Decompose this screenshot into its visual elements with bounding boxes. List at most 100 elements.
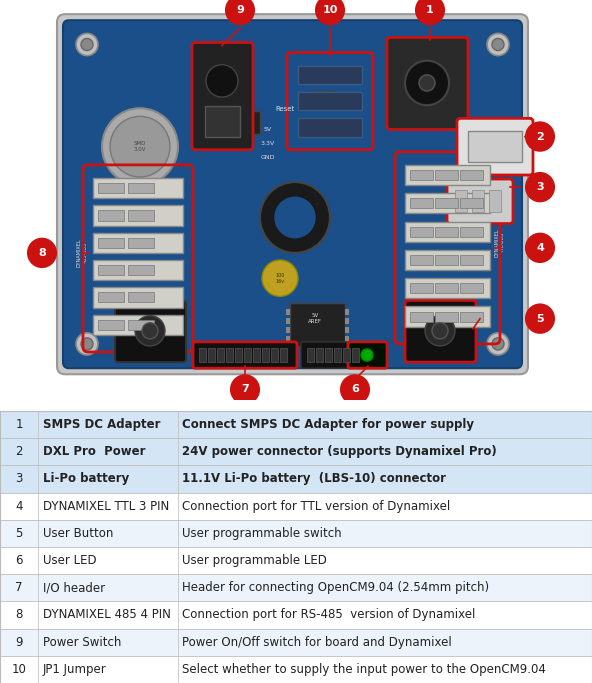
Bar (298, 118, 362, 137)
Circle shape (76, 333, 98, 355)
Bar (208, 348, 215, 362)
Bar (253, 348, 260, 362)
Text: 7: 7 (15, 581, 23, 594)
Bar (460, 255, 483, 265)
Text: User programmable LED: User programmable LED (182, 554, 327, 567)
Bar (262, 348, 269, 362)
Circle shape (231, 375, 259, 404)
Bar (405, 250, 490, 270)
Text: 24V power connector (supports Dynamixel Pro): 24V power connector (supports Dynamixel … (182, 445, 497, 458)
Text: User programmable switch: User programmable switch (182, 527, 342, 540)
Text: 5V
AREF: 5V AREF (308, 313, 322, 324)
Bar (345, 309, 349, 315)
Bar (98, 265, 124, 275)
Text: Header for connecting OpenCM9.04 (2.54mm pitch): Header for connecting OpenCM9.04 (2.54mm… (182, 581, 489, 594)
Text: DXL Pro  Power: DXL Pro Power (43, 445, 145, 458)
Bar (290, 303, 345, 346)
Bar (93, 315, 183, 335)
Bar (325, 348, 332, 362)
Circle shape (487, 333, 509, 355)
Bar (0, 520, 592, 547)
Text: SMPS DC Adapter: SMPS DC Adapter (43, 418, 160, 431)
Bar (205, 107, 240, 137)
Bar (489, 190, 501, 212)
FancyBboxPatch shape (115, 301, 186, 362)
Circle shape (487, 33, 509, 55)
Bar (0, 492, 592, 520)
Bar (0, 574, 592, 601)
Bar (460, 227, 483, 237)
Circle shape (492, 338, 504, 350)
Circle shape (526, 122, 554, 151)
Bar (435, 311, 458, 322)
Bar (310, 91, 335, 109)
Bar (217, 348, 224, 362)
FancyBboxPatch shape (387, 38, 468, 130)
Text: JP1 Jumper: JP1 Jumper (43, 663, 107, 676)
Bar (286, 326, 290, 333)
Bar (98, 292, 124, 303)
Circle shape (361, 349, 373, 361)
Text: 1: 1 (15, 418, 23, 431)
Text: 3.3V: 3.3V (261, 141, 275, 146)
Circle shape (110, 116, 170, 177)
Bar (298, 92, 362, 110)
Text: Select whether to supply the input power to the OpenCM9.04: Select whether to supply the input power… (182, 663, 546, 676)
FancyBboxPatch shape (57, 14, 528, 374)
Circle shape (419, 75, 435, 91)
Bar (0, 547, 592, 574)
Bar (405, 193, 490, 213)
Text: 2: 2 (536, 132, 544, 141)
Text: GND: GND (260, 155, 275, 161)
Bar (0, 411, 592, 438)
Bar (98, 238, 124, 248)
Circle shape (142, 322, 158, 339)
Bar (405, 221, 490, 242)
Text: Li-Po battery: Li-Po battery (43, 473, 129, 486)
Bar (405, 165, 490, 185)
Text: DYNAMIXEL 485 4 PIN: DYNAMIXEL 485 4 PIN (43, 609, 170, 622)
Bar (352, 348, 359, 362)
Circle shape (206, 65, 238, 97)
Circle shape (81, 338, 93, 350)
Bar (286, 318, 290, 324)
FancyBboxPatch shape (405, 301, 476, 362)
Bar (410, 311, 433, 322)
Text: Power On/Off switch for board and Dynamixel: Power On/Off switch for board and Dynami… (182, 636, 452, 649)
Text: Connect SMPS DC Adapter for power supply: Connect SMPS DC Adapter for power supply (182, 418, 474, 431)
Bar (410, 227, 433, 237)
Text: Connection port for TTL version of Dynamixel: Connection port for TTL version of Dynam… (182, 500, 450, 513)
FancyBboxPatch shape (192, 42, 253, 150)
Bar (405, 278, 490, 298)
FancyBboxPatch shape (193, 342, 297, 368)
Bar (0, 465, 592, 492)
Circle shape (316, 0, 344, 25)
Bar (435, 255, 458, 265)
Bar (410, 198, 433, 208)
Bar (93, 233, 183, 253)
Bar (472, 190, 484, 212)
Circle shape (405, 61, 449, 105)
FancyBboxPatch shape (63, 20, 522, 368)
Bar (435, 198, 458, 208)
Text: 1: 1 (426, 5, 434, 15)
Circle shape (432, 322, 448, 339)
Text: SMD
3.0V: SMD 3.0V (134, 141, 146, 152)
Bar (345, 326, 349, 333)
Text: User Button: User Button (43, 527, 113, 540)
FancyBboxPatch shape (301, 342, 365, 368)
Bar (0, 601, 592, 628)
Bar (0, 628, 592, 656)
Circle shape (526, 173, 554, 201)
Bar (455, 190, 467, 212)
Text: 4: 4 (536, 243, 544, 253)
Text: 100
16v: 100 16v (275, 273, 285, 283)
Bar (128, 210, 154, 221)
Bar (0, 656, 592, 683)
Text: Power Switch: Power Switch (43, 636, 121, 649)
Text: 6: 6 (15, 554, 23, 567)
FancyBboxPatch shape (447, 179, 513, 223)
Bar (316, 348, 323, 362)
Bar (460, 198, 483, 208)
Text: 5: 5 (15, 527, 23, 540)
